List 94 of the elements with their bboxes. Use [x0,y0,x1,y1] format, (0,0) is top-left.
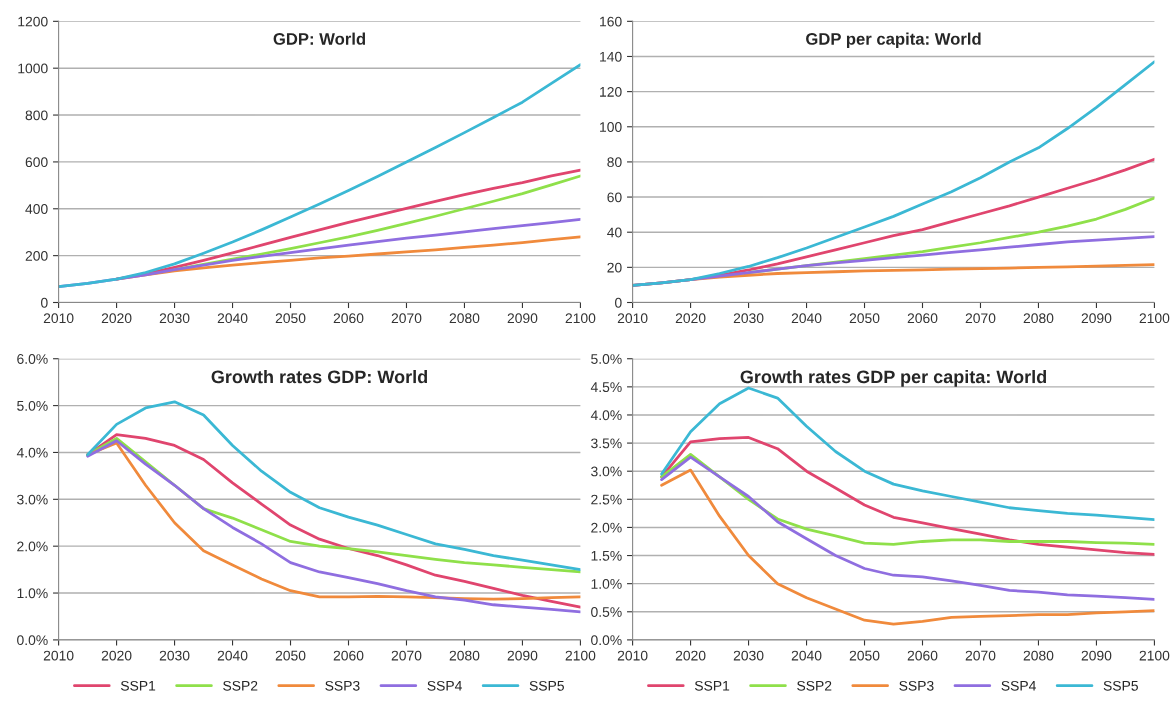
x-tick-label: 2080 [449,650,480,661]
y-tick-label: 600 [25,157,48,168]
y-tick-label: 400 [25,204,48,214]
x-tick-label: 2050 [275,650,306,661]
x-tick-label: 2100 [1139,313,1170,324]
x-tick-label: 2010 [617,313,648,324]
y-tick-label: 1200 [18,16,48,27]
x-tick-label: 2010 [617,650,648,661]
x-tick-label: 2050 [849,650,880,661]
y-tick-label: 800 [25,110,48,121]
x-tick-label: 2040 [217,313,248,324]
legend-label: SSP5 [1103,680,1138,691]
x-tick-label: 2050 [275,313,306,324]
y-tick-label: 5.0% [17,400,48,411]
x-tick-label: 2020 [675,650,706,661]
line-series [660,386,1155,521]
x-tick-label: 2040 [791,313,822,324]
y-tick-label: 0.5% [591,607,622,617]
x-tick-label: 2080 [1023,313,1054,324]
x-tick-label: 2080 [1023,650,1054,661]
x-tick-label: 2030 [733,313,764,324]
line-series [58,63,581,288]
x-tick-label: 2070 [965,313,996,324]
line-series [660,455,1155,601]
x-tick-label: 2020 [101,313,132,324]
y-tick-label: 2.5% [591,494,622,505]
x-tick-label: 2070 [391,313,422,324]
line-series [632,60,1155,287]
y-tick-label: 6.0% [17,354,48,364]
y-tick-label: 4.5% [590,382,622,393]
y-tick-label: 100 [600,122,622,132]
x-tick-label: 2040 [217,650,248,661]
y-tick-label: 5.0% [591,354,622,364]
legend-label: SSP3 [899,680,934,691]
legend-label: SSP2 [797,680,832,691]
y-tick-label: 4.0% [16,447,48,458]
y-tick-label: 1.5% [591,550,622,561]
x-tick-label: 2030 [733,650,764,661]
x-tick-label: 2060 [907,650,938,661]
legend-label: SSP5 [529,680,564,691]
x-tick-label: 2010 [43,313,74,324]
x-tick-label: 2040 [791,650,822,661]
x-tick-label: 2090 [507,650,538,661]
x-tick-label: 2070 [965,650,996,661]
y-tick-label: 200 [25,250,48,261]
y-tick-label: 60 [607,192,622,203]
y-tick-label: 1000 [18,63,48,74]
y-tick-label: 0.0% [17,635,48,646]
y-tick-label: 3.0% [591,466,622,477]
y-tick-label: 120 [600,86,622,97]
x-tick-label: 2090 [507,313,538,324]
legend-label: SSP3 [325,680,360,691]
line-series [660,468,1155,626]
x-tick-label: 2060 [907,313,938,324]
x-tick-label: 2030 [159,313,190,324]
x-tick-label: 2100 [565,313,596,324]
x-tick-label: 2090 [1081,650,1112,661]
y-tick-label: 2.0% [17,541,48,552]
x-tick-label: 2100 [1139,650,1170,661]
line-series [86,400,581,571]
y-tick-label: 80 [607,157,622,168]
x-tick-label: 2020 [101,650,132,661]
y-tick-label: 3.0% [17,494,48,505]
y-tick-label: 160 [600,16,622,27]
x-tick-label: 2060 [333,650,364,661]
y-tick-label: 1.0% [591,579,622,589]
x-tick-label: 2030 [159,650,190,661]
text: Growth rates GDP per capita: World [740,369,1047,387]
x-tick-label: 2080 [449,313,480,324]
x-tick-label: 2070 [391,650,422,661]
y-tick-label: 4.0% [590,410,622,421]
x-tick-label: 2010 [43,650,74,661]
x-tick-label: 2100 [565,650,596,661]
text: GDP per capita: World [806,32,981,49]
y-tick-label: 0 [41,297,48,308]
y-tick-label: 20 [607,262,622,273]
y-tick-label: 40 [607,227,622,238]
legend-label: SSP1 [694,680,730,691]
y-tick-label: 2.0% [591,522,622,533]
x-tick-label: 2020 [675,313,706,324]
text: GDP: World [273,32,366,45]
legend-label: SSP1 [120,680,156,691]
y-tick-label: 3.5% [591,438,622,449]
x-tick-label: 2050 [849,313,880,324]
legend-label: SSP4 [1001,680,1036,691]
y-tick-label: 140 [600,51,622,62]
y-tick-label: 0 [615,297,622,308]
y-tick-label: 1.0% [17,588,48,599]
x-tick-label: 2090 [1081,313,1112,324]
x-tick-label: 2060 [333,313,364,324]
chart-title: Growth rates GDP: World [211,369,428,384]
legend-label: SSP4 [427,680,462,691]
y-tick-label: 0.0% [591,635,622,646]
legend-label: SSP2 [223,680,258,691]
